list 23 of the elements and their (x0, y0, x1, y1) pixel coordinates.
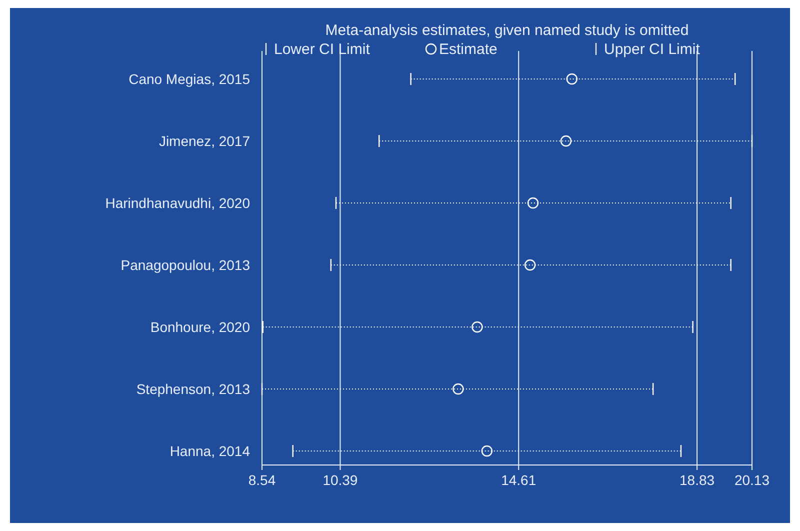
legend-label: Estimate (439, 41, 498, 58)
point (481, 445, 493, 457)
x-tick-label: 20.13 (734, 472, 770, 488)
x-tick-label: 14.61 (501, 472, 536, 488)
y-tick-label: Panagopoulou, 2013 (120, 257, 250, 273)
x-tick-label: 10.39 (322, 472, 358, 488)
y-tick-label: Stephenson, 2013 (136, 381, 250, 397)
x-tick-label: 18.83 (680, 472, 715, 488)
chart-title: Meta-analysis estimates, given named study is omitted (325, 22, 689, 39)
point (560, 135, 572, 147)
point (524, 259, 536, 271)
point (527, 197, 539, 209)
point (472, 321, 483, 333)
y-tick-label: Cano Megias, 2015 (128, 71, 250, 87)
y-tick-label: Harindhanavudhi, 2020 (105, 195, 250, 211)
annotation: Lower CI Limit (274, 41, 371, 58)
point (566, 73, 578, 85)
y-tick-label: Hanna, 2014 (170, 443, 250, 459)
y-tick-label: Bonhoure, 2020 (150, 319, 250, 335)
annotation: Upper CI Limit (604, 41, 701, 58)
x-tick-label: 8.54 (248, 472, 276, 488)
y-tick-label: Jimenez, 2017 (158, 133, 250, 149)
point (452, 383, 464, 395)
